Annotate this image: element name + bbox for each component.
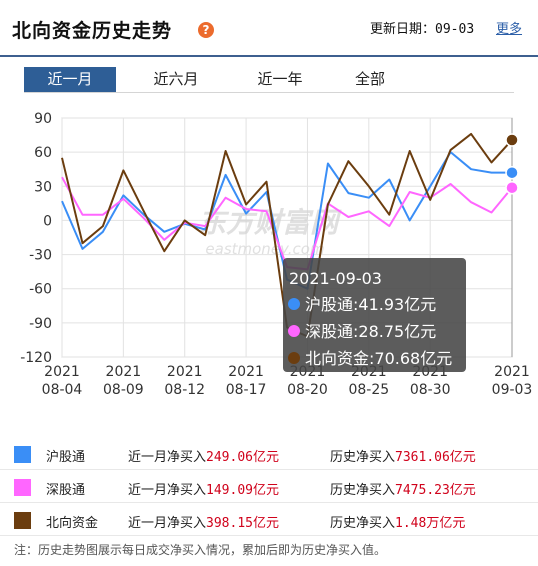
tooltip-dot xyxy=(288,352,300,364)
tab-one-month[interactable]: 近一月 xyxy=(24,67,116,92)
y-tick-label: -120 xyxy=(20,350,52,366)
page-title: 北向资金历史走势 xyxy=(12,20,173,42)
legend-hist-value: 7475.23亿元 xyxy=(395,483,476,498)
tooltip-date: 2021-09-03 xyxy=(289,269,382,288)
y-tick-label: 60 xyxy=(34,145,52,161)
legend-month: 近一月净买入398.15亿元 xyxy=(128,512,279,531)
legend-month-label: 近一月净买入 xyxy=(128,516,207,531)
x-tick-date: 08-25 xyxy=(348,382,389,398)
more-link[interactable]: 更多 xyxy=(496,22,523,37)
x-tick-date: 08-17 xyxy=(226,382,267,398)
y-tick-label: 90 xyxy=(34,111,52,127)
legend-hist-value: 7361.06亿元 xyxy=(395,450,476,465)
x-tick-year: 2021 xyxy=(494,364,530,380)
legend-hist-label: 历史净买入 xyxy=(330,483,396,498)
x-tick-date: 09-03 xyxy=(492,382,533,398)
x-tick-year: 2021 xyxy=(106,364,142,380)
y-tick-label: -60 xyxy=(29,282,52,298)
legend-month-value: 149.09亿元 xyxy=(206,483,279,498)
y-tick-label: 0 xyxy=(43,213,52,229)
update-date: 更新日期：09-03 xyxy=(370,18,474,37)
watermark-subtext: eastmoney.com xyxy=(205,240,324,258)
update-label: 更新日期： xyxy=(370,22,436,37)
x-tick-date: 08-20 xyxy=(287,382,328,398)
tooltip-dot xyxy=(288,298,300,310)
legend-name: 深股通 xyxy=(46,483,86,498)
highlight-point-0 xyxy=(505,165,519,180)
tab-six-months[interactable]: 近六月 xyxy=(153,70,199,88)
legend-month-label: 近一月净买入 xyxy=(128,483,207,498)
legend-swatch-sh xyxy=(14,446,31,463)
highlight-point-2 xyxy=(505,133,519,147)
y-tick-label: -30 xyxy=(29,248,52,264)
legend-hist: 历史净买入7361.06亿元 xyxy=(330,446,476,465)
footnote: 注：历史走势图展示每日成交净买入情况，累加后即为历史净买入值。 xyxy=(14,543,387,557)
legend-name: 北向资金 xyxy=(46,516,99,531)
tooltip-item: 北向资金:70.68亿元 xyxy=(305,349,452,368)
header: 北向资金历史走势 ? 更新日期：09-03 更多 xyxy=(0,0,538,57)
legend-hist: 历史净买入1.48万亿元 xyxy=(330,512,465,531)
x-tick-date: 08-12 xyxy=(164,382,205,398)
tooltip-dot xyxy=(288,325,300,337)
y-tick-label: -90 xyxy=(29,316,52,332)
legend-name: 沪股通 xyxy=(46,450,86,465)
question-icon[interactable]: ? xyxy=(198,22,214,38)
legend-swatch-sz xyxy=(14,479,31,496)
legend-month: 近一月净买入249.06亿元 xyxy=(128,446,279,465)
legend-month-value: 249.06亿元 xyxy=(206,450,279,465)
x-tick-year: 2021 xyxy=(228,364,264,380)
legend-row-sz: 深股通 近一月净买入149.09亿元 历史净买入7475.23亿元 xyxy=(0,471,538,503)
update-date-value: 09-03 xyxy=(435,22,475,37)
tooltip: 2021-09-03 沪股通:41.93亿元深股通:28.75亿元北向资金:70.… xyxy=(283,258,466,372)
legend-hist: 历史净买入7475.23亿元 xyxy=(330,479,476,498)
legend-month-label: 近一月净买入 xyxy=(128,450,207,465)
tooltip-box xyxy=(283,258,466,372)
x-tick-date: 08-30 xyxy=(410,382,451,398)
y-tick-label: 30 xyxy=(34,179,52,195)
legend-hist-label: 历史净买入 xyxy=(330,516,396,531)
x-tick-date: 08-09 xyxy=(103,382,144,398)
tooltip-item: 沪股通:41.93亿元 xyxy=(305,295,436,314)
tab-divider xyxy=(24,92,514,93)
tooltip-item: 深股通:28.75亿元 xyxy=(305,322,436,341)
legend-month-value: 398.15亿元 xyxy=(206,516,279,531)
northbound-chart[interactable]: 9060300-30-60-90-120202108-04202108-0920… xyxy=(0,100,538,406)
legend-hist-value: 1.48万亿元 xyxy=(395,516,466,531)
x-tick-year: 2021 xyxy=(167,364,203,380)
highlight-point-1 xyxy=(505,180,519,195)
legend-hist-label: 历史净买入 xyxy=(330,450,396,465)
x-tick-year: 2021 xyxy=(44,364,80,380)
legend-row-sh: 沪股通 近一月净买入249.06亿元 历史净买入7361.06亿元 xyxy=(0,438,538,470)
legend-swatch-north xyxy=(14,512,31,529)
x-tick-date: 08-04 xyxy=(42,382,83,398)
tab-all[interactable]: 全部 xyxy=(354,70,385,88)
tab-one-year[interactable]: 近一年 xyxy=(257,70,303,88)
legend-row-north: 北向资金 近一月净买入398.15亿元 历史净买入1.48万亿元 xyxy=(0,504,538,536)
legend-month: 近一月净买入149.09亿元 xyxy=(128,479,279,498)
